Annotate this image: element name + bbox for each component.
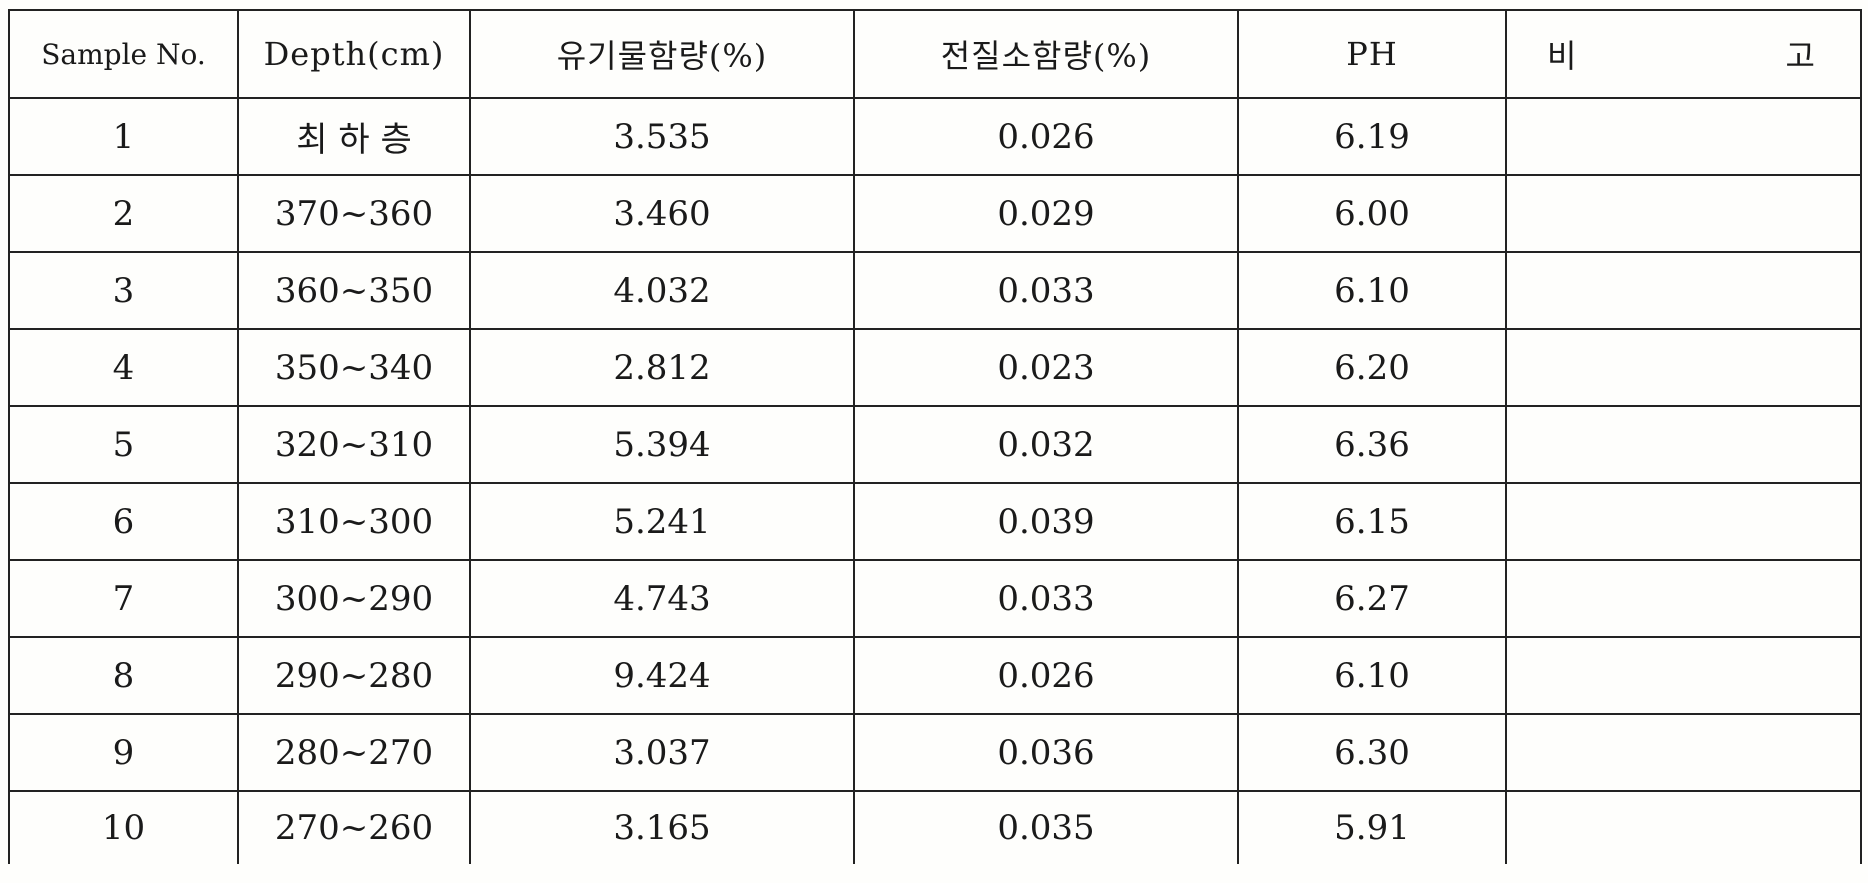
cell-nitrogen: 0.035 [853,790,1239,864]
header-depth: Depth(cm) [237,9,471,99]
table-body: 1 최 하 층 3.535 0.026 6.19 2 370~360 3.460… [8,97,1862,864]
cell-remark [1505,174,1862,253]
cell-depth: 290~280 [237,636,471,715]
cell-sample-no: 4 [8,328,239,407]
header-sample-no: Sample No. [8,9,239,99]
cell-nitrogen: 0.039 [853,482,1239,561]
header-ph: PH [1237,9,1507,99]
cell-nitrogen: 0.026 [853,636,1239,715]
cell-sample-no: 1 [8,97,239,176]
cell-nitrogen: 0.023 [853,328,1239,407]
cell-nitrogen: 0.029 [853,174,1239,253]
cell-nitrogen: 0.032 [853,405,1239,484]
cell-remark [1505,251,1862,330]
cell-depth: 370~360 [237,174,471,253]
cell-sample-no: 7 [8,559,239,638]
cell-depth: 310~300 [237,482,471,561]
cell-ph: 6.36 [1237,405,1507,484]
cell-nitrogen: 0.033 [853,559,1239,638]
cell-organic: 3.165 [469,790,855,864]
table-row: 10 270~260 3.165 0.035 5.91 [8,790,1862,864]
cell-organic: 5.394 [469,405,855,484]
table-row: 1 최 하 층 3.535 0.026 6.19 [8,97,1862,176]
header-remarks-char-2: 고 [1785,37,1816,75]
header-row: Sample No. Depth(cm) 유기물함량(%) 전질소함량(%) P… [8,9,1862,99]
cell-sample-no: 6 [8,482,239,561]
table-row: 4 350~340 2.812 0.023 6.20 [8,328,1862,407]
cell-organic: 5.241 [469,482,855,561]
cell-organic: 3.037 [469,713,855,792]
cell-depth: 최 하 층 [237,97,471,176]
table-row: 9 280~270 3.037 0.036 6.30 [8,713,1862,792]
cell-organic: 9.424 [469,636,855,715]
cell-organic: 4.743 [469,559,855,638]
cell-depth: 280~270 [237,713,471,792]
table-row: 3 360~350 4.032 0.033 6.10 [8,251,1862,330]
header-remarks: 비 고 [1505,9,1862,99]
cell-sample-no: 9 [8,713,239,792]
soil-analysis-table: Sample No. Depth(cm) 유기물함량(%) 전질소함량(%) P… [8,9,1862,864]
cell-ph: 6.19 [1237,97,1507,176]
cell-ph: 6.00 [1237,174,1507,253]
cell-ph: 5.91 [1237,790,1507,864]
cell-nitrogen: 0.026 [853,97,1239,176]
cell-ph: 6.10 [1237,636,1507,715]
cell-organic: 2.812 [469,328,855,407]
cell-depth: 350~340 [237,328,471,407]
cell-sample-no: 10 [8,790,239,864]
cell-sample-no: 3 [8,251,239,330]
header-organic-content: 유기물함량(%) [469,9,855,99]
header-remarks-char-1: 비 [1547,37,1578,75]
cell-depth: 270~260 [237,790,471,864]
cell-ph: 6.15 [1237,482,1507,561]
cell-remark [1505,97,1862,176]
cell-ph: 6.10 [1237,251,1507,330]
cell-remark [1505,559,1862,638]
cell-remark [1505,790,1862,864]
table-header: Sample No. Depth(cm) 유기물함량(%) 전질소함량(%) P… [8,9,1862,99]
cell-sample-no: 5 [8,405,239,484]
cell-remark [1505,405,1862,484]
cell-ph: 6.27 [1237,559,1507,638]
cell-organic: 3.460 [469,174,855,253]
cell-remark [1505,328,1862,407]
cell-ph: 6.30 [1237,713,1507,792]
cell-remark [1505,636,1862,715]
cell-depth: 300~290 [237,559,471,638]
cell-depth: 320~310 [237,405,471,484]
header-total-nitrogen: 전질소함량(%) [853,9,1239,99]
cell-sample-no: 8 [8,636,239,715]
cell-remark [1505,713,1862,792]
cell-depth: 360~350 [237,251,471,330]
cell-nitrogen: 0.036 [853,713,1239,792]
table-row: 2 370~360 3.460 0.029 6.00 [8,174,1862,253]
cell-organic: 3.535 [469,97,855,176]
cell-sample-no: 2 [8,174,239,253]
cell-organic: 4.032 [469,251,855,330]
cell-nitrogen: 0.033 [853,251,1239,330]
table-row: 5 320~310 5.394 0.032 6.36 [8,405,1862,484]
cell-ph: 6.20 [1237,328,1507,407]
table-row: 6 310~300 5.241 0.039 6.15 [8,482,1862,561]
table-row: 8 290~280 9.424 0.026 6.10 [8,636,1862,715]
table-row: 7 300~290 4.743 0.033 6.27 [8,559,1862,638]
cell-remark [1505,482,1862,561]
